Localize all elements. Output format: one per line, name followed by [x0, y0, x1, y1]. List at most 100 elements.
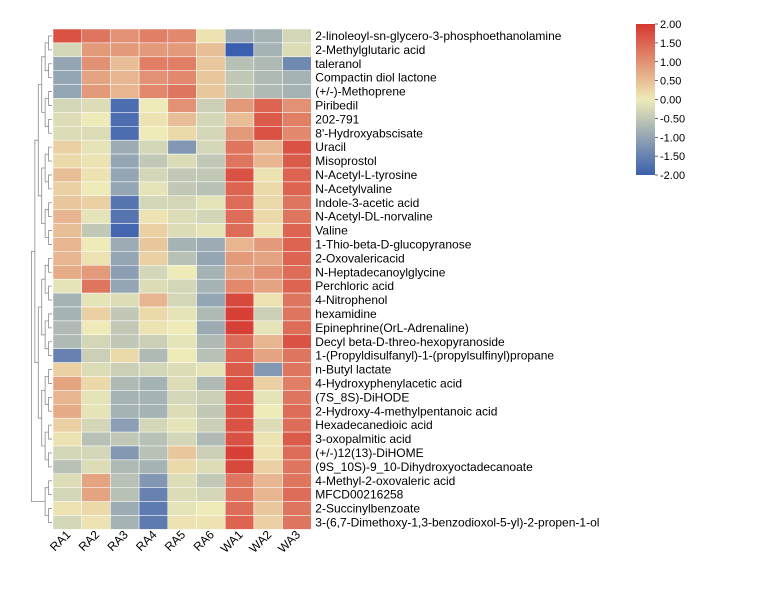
heatmap-cell — [196, 181, 226, 197]
colorbar-tick-label: 0.00 — [660, 95, 681, 107]
row-label: 3-oxopalmitic acid — [315, 432, 411, 446]
heatmap-cell — [224, 153, 255, 169]
dendrogram-branch — [41, 390, 46, 447]
heatmap-cell — [110, 251, 140, 266]
heatmap-cell — [282, 56, 312, 71]
dendrogram-branch — [44, 376, 49, 405]
heatmap-cell — [196, 431, 226, 447]
heatmap-cell — [167, 42, 197, 58]
heatmap-cell — [52, 334, 82, 349]
heatmap-cell — [167, 390, 197, 405]
heatmap-cell — [110, 167, 140, 183]
heatmap-cell — [110, 362, 140, 377]
heatmap-cell — [110, 501, 140, 516]
heatmap-cell — [167, 431, 197, 447]
heatmap-cell — [81, 417, 111, 433]
column-label: RA6 — [191, 527, 218, 554]
row-label: 8'-Hydroxyabscisate — [315, 126, 423, 140]
heatmap-cell — [167, 334, 197, 349]
heatmap-cell — [52, 167, 82, 183]
heatmap-cell — [52, 348, 82, 363]
heatmap-cell — [81, 404, 111, 419]
heatmap-cell — [253, 404, 283, 419]
heatmap-cell — [224, 209, 255, 224]
heatmap-cell — [196, 473, 226, 488]
heatmap-cell — [110, 28, 140, 44]
heatmap-cell — [110, 70, 140, 85]
heatmap-cell — [110, 390, 140, 405]
heatmap-cell — [282, 126, 312, 141]
heatmap-cell — [282, 70, 312, 85]
heatmap-cell — [138, 70, 169, 85]
heatmap-cell — [52, 209, 82, 224]
row-label: Decyl beta-D-threo-hexopyranoside — [315, 335, 505, 349]
heatmap-cell — [138, 515, 169, 530]
heatmap-cell — [196, 139, 226, 155]
column-label: RA2 — [76, 527, 103, 554]
heatmap-cell — [253, 501, 283, 516]
heatmap-cell — [138, 459, 169, 475]
heatmap-cell — [167, 445, 197, 461]
heatmap-cell — [81, 153, 111, 169]
heatmap-cell — [138, 320, 169, 336]
heatmap-cell — [81, 84, 111, 99]
dendrogram-branch — [44, 153, 49, 183]
dendrogram-branch — [41, 278, 46, 336]
row-label: Hexadecanedioic acid — [315, 418, 432, 432]
heatmap-cell — [167, 278, 197, 294]
heatmap-cell — [138, 292, 169, 308]
heatmap-cell — [110, 42, 140, 58]
row-label: (+/-)12(13)-DiHOME — [315, 446, 423, 460]
heatmap-cell — [81, 348, 111, 363]
heatmap-cell — [167, 126, 197, 141]
heatmap-cell — [110, 223, 140, 238]
heatmap-cell — [81, 265, 111, 280]
dendrogram-branch — [48, 313, 52, 329]
heatmap-cell — [224, 362, 255, 377]
heatmap-cell — [110, 306, 140, 322]
colorbar-tick-label: -0.50 — [660, 113, 685, 125]
heatmap-cell — [138, 195, 169, 210]
heatmap-cell — [52, 139, 82, 155]
heatmap-cell — [224, 139, 255, 155]
heatmap-cell — [81, 376, 111, 391]
colorbar-legend: 2.00 1.50 1.00 0.50 0.00 -0.50 -1.00 -1.50 -2.00 — [636, 19, 685, 182]
row-label: Indole-3-acetic acid — [315, 196, 419, 210]
heatmap-cell — [81, 195, 111, 210]
heatmap-cell — [81, 487, 111, 502]
heatmap-cell — [138, 445, 169, 461]
heatmap-cell — [52, 237, 82, 252]
heatmap-cell — [253, 445, 283, 461]
heatmap-cell — [167, 139, 197, 155]
heatmap-cell — [138, 153, 169, 169]
row-label: 4-Hydroxyphenylacetic acid — [315, 376, 462, 390]
colorbar-tick-label: 1.00 — [660, 57, 681, 69]
heatmap-cell — [110, 487, 140, 502]
heatmap-cell — [282, 334, 312, 349]
heatmap-cell — [167, 376, 197, 391]
heatmap-cell — [52, 501, 82, 516]
heatmap-cell — [224, 515, 255, 530]
heatmap-cell — [196, 306, 226, 322]
heatmap-cell — [253, 417, 283, 433]
heatmap-cell — [282, 153, 312, 169]
heatmap-cell — [224, 112, 255, 127]
heatmap-cell — [253, 473, 283, 488]
heatmap-cell — [52, 417, 82, 433]
heatmap-cells — [52, 28, 312, 530]
row-label: MFCD00216258 — [315, 488, 403, 502]
heatmap-cell — [81, 251, 111, 266]
heatmap-cell — [52, 153, 82, 169]
heatmap-cell — [196, 265, 226, 280]
heatmap-cell — [253, 334, 283, 349]
heatmap-cell — [167, 251, 197, 266]
column-label: RA3 — [104, 527, 131, 554]
dendrogram-branch — [48, 396, 52, 412]
heatmap-cell — [81, 390, 111, 405]
heatmap-cell — [196, 167, 226, 183]
column-label: WA3 — [275, 527, 303, 555]
heatmap-cell — [282, 487, 312, 502]
dendrogram-branch — [48, 424, 52, 440]
heatmap-cell — [110, 515, 140, 530]
colorbar-tick-label: 0.50 — [660, 76, 681, 88]
